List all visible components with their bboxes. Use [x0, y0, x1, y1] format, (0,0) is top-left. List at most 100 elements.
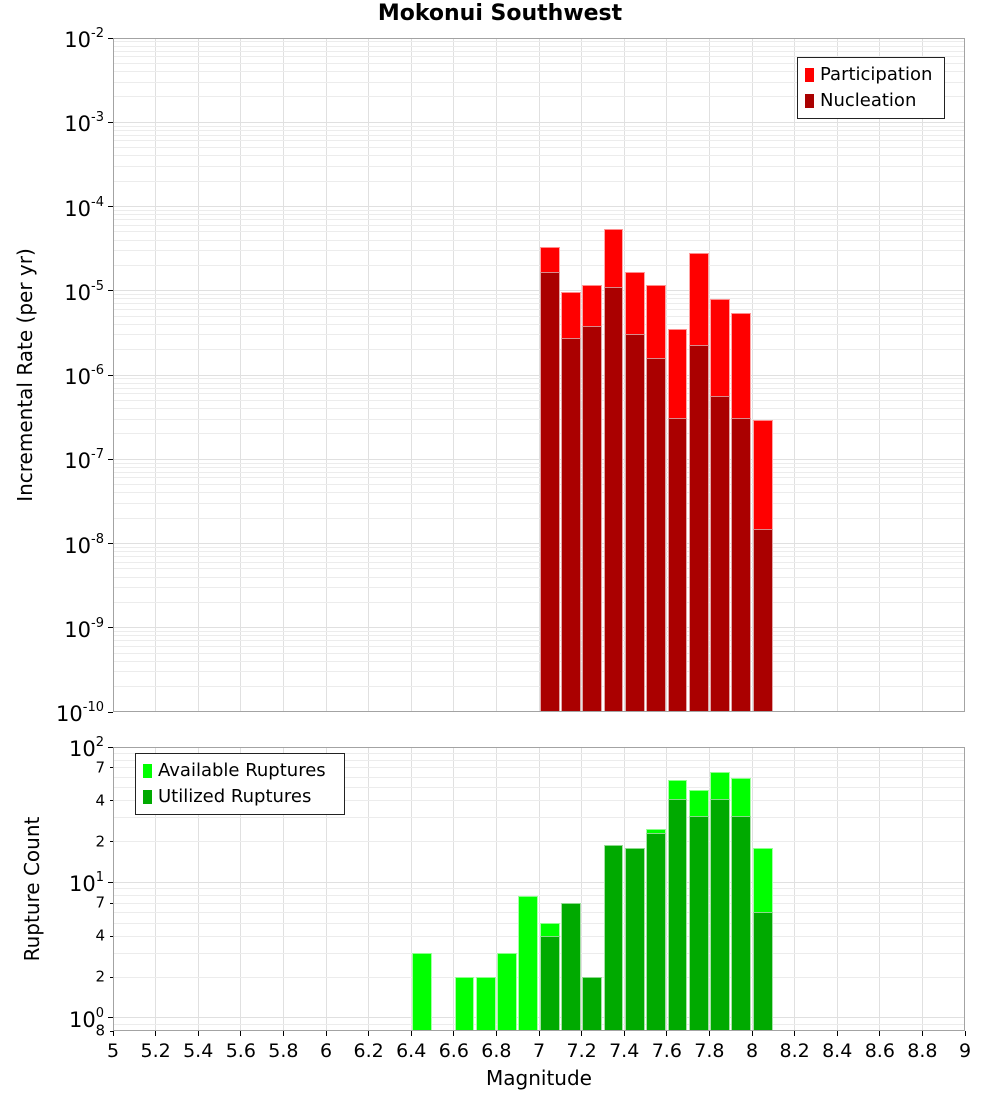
- y-tick-label: 10-2: [64, 26, 104, 52]
- grid-line-minor: [113, 125, 965, 127]
- y-tick-label: 100: [68, 1005, 104, 1032]
- bar-nucleation: [646, 357, 667, 712]
- x-tick-label: 9: [958, 1040, 972, 1062]
- x-tick-mark: [751, 1031, 753, 1036]
- x-tick-label: 8.4: [822, 1040, 853, 1062]
- y-minor-tick-label: 2: [95, 967, 105, 986]
- x-tick-mark: [197, 1031, 199, 1036]
- x-tick-mark: [964, 1031, 966, 1036]
- y-tick-label: 10-6: [64, 363, 104, 389]
- y-minor-tick-mark: [110, 800, 113, 802]
- grid-line-minor: [113, 50, 965, 52]
- x-axis-label: Magnitude: [486, 1066, 592, 1090]
- legend-item-nucleation: Nucleation: [805, 88, 937, 114]
- x-tick-mark: [410, 1031, 412, 1036]
- x-tick-label: 7: [532, 1040, 546, 1062]
- x-tick-mark: [368, 1031, 370, 1036]
- grid-line-minor: [113, 888, 965, 890]
- grid-line-minor: [113, 841, 965, 843]
- x-tick-label: 8.8: [907, 1040, 938, 1062]
- x-tick-label: 8.2: [779, 1040, 810, 1062]
- x-tick-mark: [836, 1031, 838, 1036]
- x-tick-mark: [708, 1031, 710, 1036]
- y-tick-mark: [108, 1017, 113, 1019]
- x-tick-label: 6.4: [396, 1040, 427, 1062]
- x-tick-mark: [282, 1031, 284, 1036]
- grid-line-vertical: [325, 38, 327, 712]
- y-tick-label: 10-8: [64, 531, 104, 558]
- grid-line-major: [113, 881, 965, 883]
- grid-line-minor: [113, 911, 965, 913]
- grid-line-vertical: [368, 747, 370, 1031]
- bar-utilized-ruptures: [688, 815, 709, 1031]
- bar-nucleation: [688, 344, 709, 712]
- x-tick-mark: [879, 1031, 881, 1036]
- y-tick-mark: [108, 543, 113, 544]
- bar-available-ruptures: [411, 953, 432, 1031]
- x-tick-label: 8: [745, 1040, 759, 1062]
- y-tick-mark: [108, 881, 113, 883]
- grid-line-minor: [113, 180, 965, 182]
- legend-label-available: Available Ruptures: [158, 760, 326, 781]
- y-tick-mark: [108, 206, 113, 207]
- bar-nucleation: [624, 333, 645, 712]
- x-tick-mark: [538, 1031, 540, 1036]
- legend-item-utilized: Utilized Ruptures: [143, 784, 337, 810]
- x-tick-mark: [581, 1031, 583, 1036]
- bar-nucleation: [731, 417, 752, 712]
- y-tick-mark: [108, 458, 113, 460]
- x-tick-mark: [921, 1031, 923, 1036]
- available-swatch-icon: [143, 764, 152, 778]
- grid-line-minor: [113, 902, 965, 904]
- legend-count: Available Ruptures Utilized Ruptures: [135, 753, 345, 815]
- y-tick-label: 10-7: [64, 447, 104, 474]
- bar-utilized-ruptures: [731, 815, 752, 1031]
- grid-line-minor: [113, 239, 965, 241]
- bar-available-ruptures: [497, 953, 517, 1031]
- legend-item-participation: Participation: [805, 62, 937, 88]
- y-tick-mark: [108, 37, 113, 39]
- y-minor-tick-label: 2: [95, 832, 105, 851]
- bar-utilized-ruptures: [646, 833, 667, 1031]
- legend-rate: Participation Nucleation: [797, 57, 945, 119]
- bar-utilized-ruptures: [603, 844, 624, 1031]
- x-tick-label: 7.6: [651, 1040, 682, 1062]
- x-tick-label: 6.2: [353, 1040, 384, 1062]
- grid-line-minor: [113, 895, 965, 897]
- utilized-swatch-icon: [143, 790, 152, 804]
- grid-line-minor: [113, 209, 965, 211]
- x-tick-label: 7.2: [566, 1040, 597, 1062]
- x-tick-mark: [112, 1031, 114, 1036]
- x-tick-label: 5.8: [268, 1040, 299, 1062]
- y-tick-mark: [108, 746, 113, 748]
- x-tick-label: 6.8: [481, 1040, 512, 1062]
- grid-line-vertical: [879, 747, 881, 1031]
- grid-line-minor: [113, 817, 965, 819]
- grid-line-major: [113, 121, 965, 123]
- y-minor-tick-mark: [110, 1030, 113, 1032]
- x-tick-label: 5.2: [140, 1040, 171, 1062]
- x-tick-mark: [325, 1031, 327, 1036]
- y-tick-mark: [108, 290, 113, 292]
- y-tick-label: 10-4: [64, 194, 104, 221]
- bar-available-ruptures: [454, 977, 475, 1031]
- x-tick-label: 5.6: [225, 1040, 256, 1062]
- grid-line-minor: [113, 231, 965, 233]
- x-tick-mark: [495, 1031, 497, 1036]
- bar-nucleation: [667, 417, 688, 712]
- y-minor-tick-mark: [110, 976, 113, 978]
- grid-line-minor: [113, 155, 965, 157]
- grid-line-minor: [113, 214, 965, 216]
- grid-line-minor: [113, 140, 965, 142]
- y-tick-mark: [108, 374, 113, 376]
- x-tick-label: 6.6: [438, 1040, 469, 1062]
- y-minor-tick-mark: [110, 935, 113, 937]
- x-tick-mark: [453, 1031, 455, 1036]
- grid-line-minor: [113, 134, 965, 136]
- grid-line-minor: [113, 147, 965, 149]
- bar-utilized-ruptures: [752, 912, 773, 1031]
- bar-nucleation: [603, 287, 624, 712]
- y-minor-tick-label: 4: [95, 926, 105, 945]
- bar-utilized-ruptures: [624, 847, 645, 1031]
